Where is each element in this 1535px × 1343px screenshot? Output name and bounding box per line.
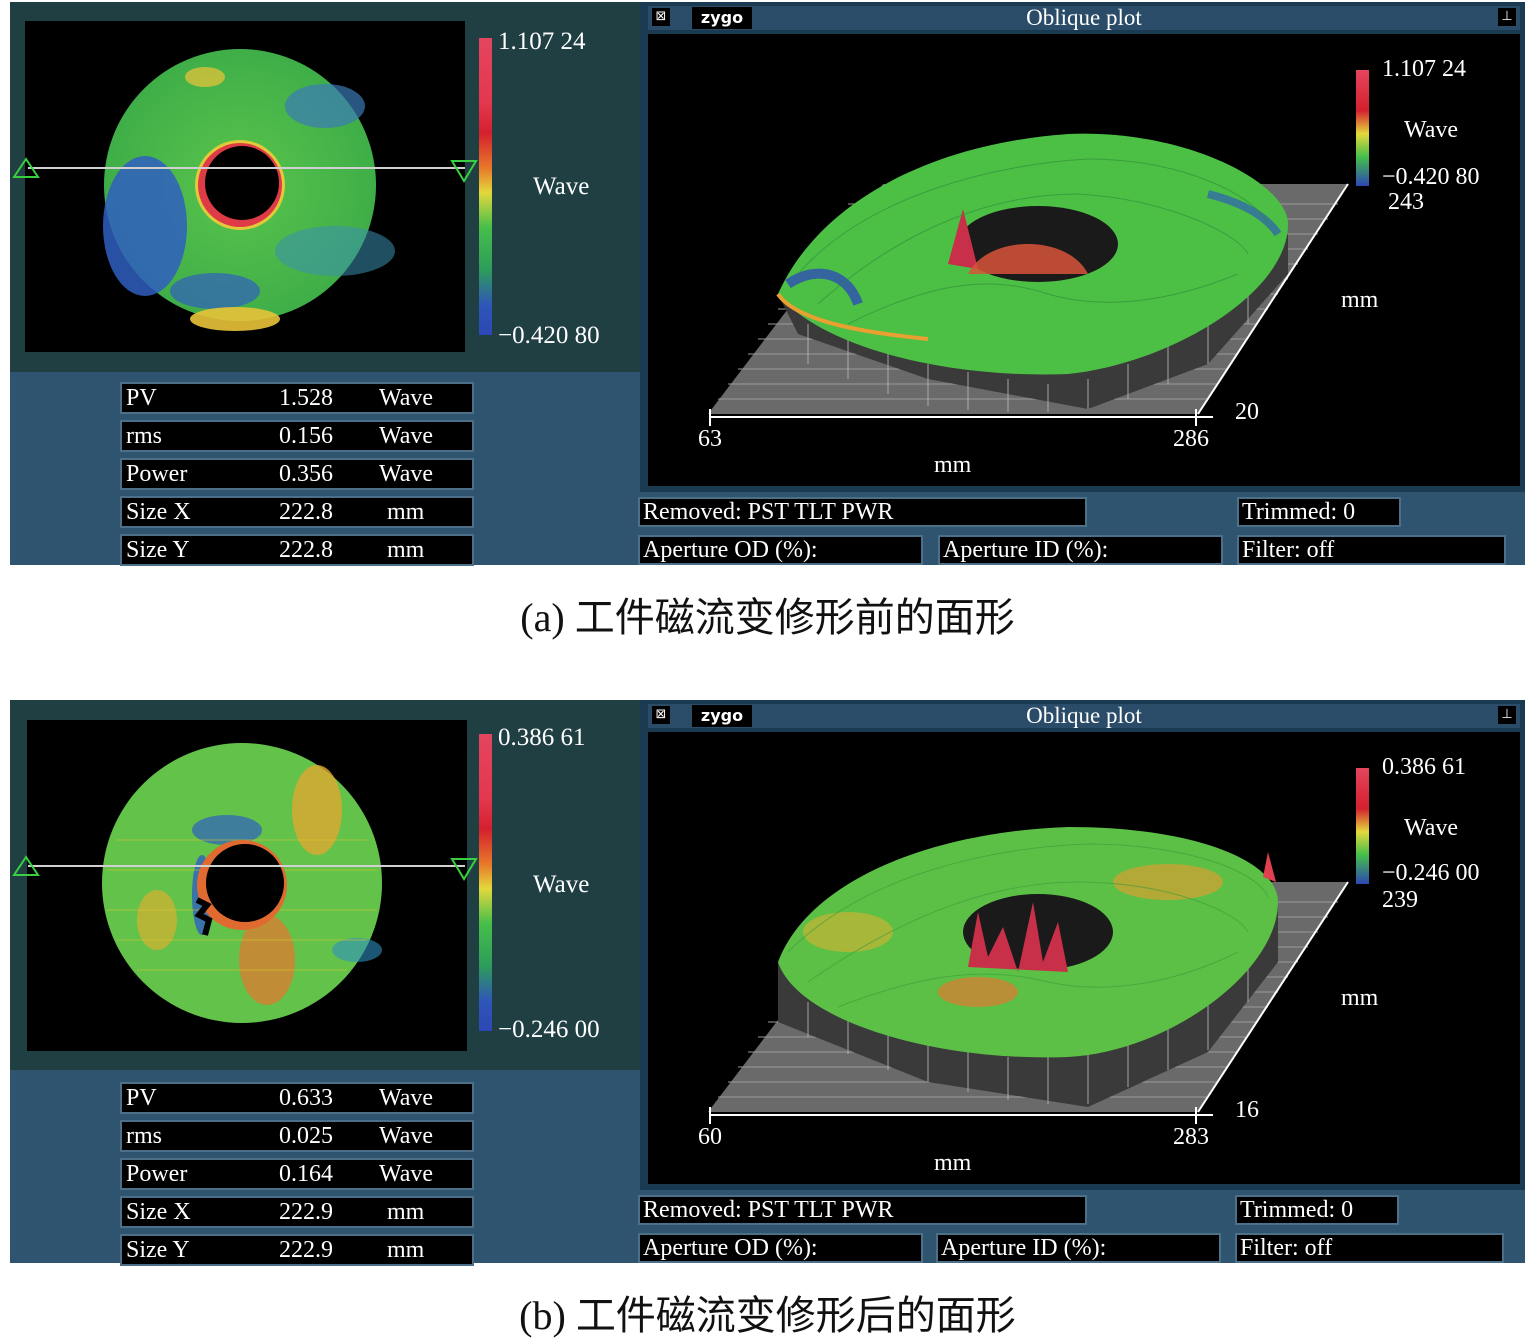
y-axis-max: 239 <box>1382 887 1418 913</box>
oblique-title: Oblique plot <box>1026 703 1142 728</box>
pin-icon[interactable]: ⊥ <box>1498 8 1516 26</box>
colorbar-unit: Wave <box>533 173 590 200</box>
profile-line[interactable] <box>10 848 480 888</box>
oblique-scale-unit: Wave <box>1404 815 1459 841</box>
caption-after: (b) 工件磁流变修形后的面形 <box>519 1293 1016 1338</box>
surface-map-section: 0.386 61 Wave −0.246 00 <box>10 700 643 1070</box>
colorbar <box>479 734 492 1031</box>
aperture-od: Aperture OD (%): <box>638 535 923 565</box>
oblique-surface <box>708 70 1369 426</box>
colorbar <box>479 38 492 335</box>
stat-row-size-y: Size Y 222.9 mm <box>120 1234 474 1266</box>
colorbar-max: 1.107 24 <box>498 28 586 55</box>
filter-status: Filter: off <box>1235 1233 1504 1263</box>
x-axis-unit: mm <box>934 452 972 478</box>
surface-map[interactable] <box>25 21 465 352</box>
filter-status: Filter: off <box>1237 535 1506 565</box>
stat-row-power: Power 0.356 Wave <box>120 458 474 490</box>
oblique-scale-max: 0.386 61 <box>1382 754 1466 780</box>
stat-row-pv: PV 0.633 Wave <box>120 1082 474 1114</box>
trimmed-status: Trimmed: 0 <box>1235 1195 1399 1225</box>
oblique-scale-min: −0.420 80 <box>1382 164 1480 190</box>
oblique-scale-unit: Wave <box>1404 117 1459 143</box>
surface-map-image <box>102 743 382 1023</box>
y-axis-unit: mm <box>1341 985 1379 1011</box>
x-axis-max: 286 <box>1173 426 1209 452</box>
surface-map[interactable] <box>27 720 467 1051</box>
stat-row-size-x: Size X 222.8 mm <box>120 496 474 528</box>
oblique-plot-area[interactable]: 0.386 61 Wave −0.246 00 239 mm 16 60 283… <box>648 732 1520 1184</box>
oblique-titlebar: ⊠ zygo Oblique plot ⊥ <box>648 6 1520 30</box>
x-axis-min: 60 <box>698 1124 722 1150</box>
oblique-scale-min: −0.246 00 <box>1382 860 1480 886</box>
colorbar-min: −0.246 00 <box>498 1016 600 1043</box>
y-axis-unit: mm <box>1341 287 1379 313</box>
colorbar-max: 0.386 61 <box>498 724 586 751</box>
panel-before: 1.107 24 Wave −0.420 80 PV 1.528 Wave rm… <box>10 2 1525 566</box>
surface-map-image <box>103 49 395 331</box>
removed-terms: Removed: PST TLT PWR <box>638 497 1087 527</box>
stat-row-size-y: Size Y 222.8 mm <box>120 534 474 566</box>
stat-row-pv: PV 1.528 Wave <box>120 382 474 414</box>
stat-row-rms: rms 0.156 Wave <box>120 420 474 452</box>
x-axis-min: 63 <box>698 426 722 452</box>
aperture-od: Aperture OD (%): <box>638 1233 923 1263</box>
oblique-scale-max: 1.107 24 <box>1382 56 1466 82</box>
aperture-id: Aperture ID (%): <box>938 535 1223 565</box>
removed-terms: Removed: PST TLT PWR <box>638 1195 1087 1225</box>
oblique-plot-window: ⊠ zygo Oblique plot ⊥ <box>640 2 1525 492</box>
panel-after: 0.386 61 Wave −0.246 00 PV 0.633 Wave rm… <box>10 700 1525 1266</box>
y-axis-max: 243 <box>1388 189 1424 215</box>
oblique-title: Oblique plot <box>1026 5 1142 30</box>
trimmed-status: Trimmed: 0 <box>1237 497 1401 527</box>
oblique-surface <box>708 768 1369 1124</box>
colorbar-unit: Wave <box>533 871 590 898</box>
window-menu-icon[interactable]: ⊠ <box>652 706 670 724</box>
y-axis-min: 20 <box>1235 399 1259 425</box>
window-menu-icon[interactable]: ⊠ <box>652 8 670 26</box>
zygo-logo: zygo <box>692 7 752 29</box>
surface-map-section: 1.107 24 Wave −0.420 80 <box>10 2 643 372</box>
x-axis-unit: mm <box>934 1150 972 1176</box>
oblique-titlebar: ⊠ zygo Oblique plot ⊥ <box>648 704 1520 728</box>
colorbar-min: −0.420 80 <box>498 322 600 349</box>
x-axis-max: 283 <box>1173 1124 1209 1150</box>
y-axis-min: 16 <box>1235 1097 1259 1123</box>
stat-row-rms: rms 0.025 Wave <box>120 1120 474 1152</box>
oblique-plot-area[interactable]: 1.107 24 Wave −0.420 80 243 mm 20 63 286… <box>648 34 1520 486</box>
stat-row-size-x: Size X 222.9 mm <box>120 1196 474 1228</box>
oblique-plot-window: ⊠ zygo Oblique plot ⊥ <box>640 700 1525 1190</box>
caption-before: (a) 工件磁流变修形前的面形 <box>520 595 1015 640</box>
aperture-id: Aperture ID (%): <box>936 1233 1221 1263</box>
profile-line[interactable] <box>10 150 480 190</box>
zygo-logo: zygo <box>692 705 752 727</box>
stat-row-power: Power 0.164 Wave <box>120 1158 474 1190</box>
pin-icon[interactable]: ⊥ <box>1498 706 1516 724</box>
